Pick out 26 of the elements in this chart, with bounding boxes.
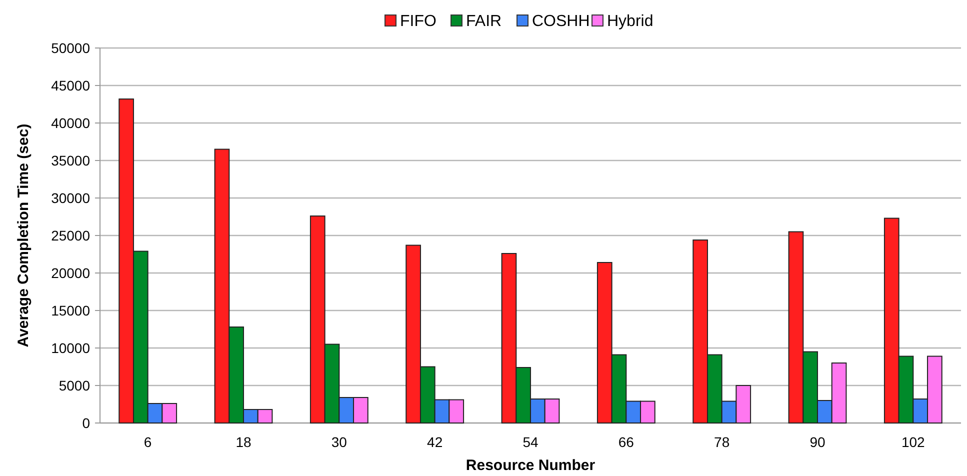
- y-tick-label: 40000: [51, 114, 90, 131]
- legend-label: COSHH: [532, 13, 590, 30]
- y-tick-label: 20000: [51, 264, 90, 281]
- x-tick-label: 6: [144, 434, 152, 450]
- legend-label: Hybrid: [607, 13, 654, 30]
- y-tick-label: 5000: [58, 377, 90, 394]
- y-tick-label: 50000: [51, 40, 90, 56]
- y-tick-label: 25000: [51, 227, 90, 244]
- x-tick-label: 90: [810, 434, 826, 450]
- legend-label: FIFO: [400, 13, 436, 30]
- x-tick-label: 102: [901, 434, 926, 450]
- y-tick-label: 10000: [51, 340, 90, 356]
- legend-label: FAIR: [466, 13, 502, 30]
- x-tick-label: 78: [714, 434, 730, 450]
- y-tick-label: 0: [82, 414, 90, 431]
- x-tick-label: 30: [331, 434, 348, 450]
- x-tick-label: 18: [236, 434, 252, 450]
- x-tick-label: 42: [427, 434, 443, 450]
- y-tick-label: 35000: [51, 152, 90, 168]
- x-tick-label: 66: [618, 434, 634, 450]
- y-tick-label: 15000: [51, 302, 90, 318]
- y-axis-title: Average Completion Time (sec): [15, 124, 32, 348]
- y-tick-label: 30000: [51, 190, 90, 206]
- y-tick-label: 45000: [51, 77, 90, 94]
- x-axis-title: Resource Number: [466, 457, 596, 474]
- x-tick-label: 54: [522, 434, 538, 450]
